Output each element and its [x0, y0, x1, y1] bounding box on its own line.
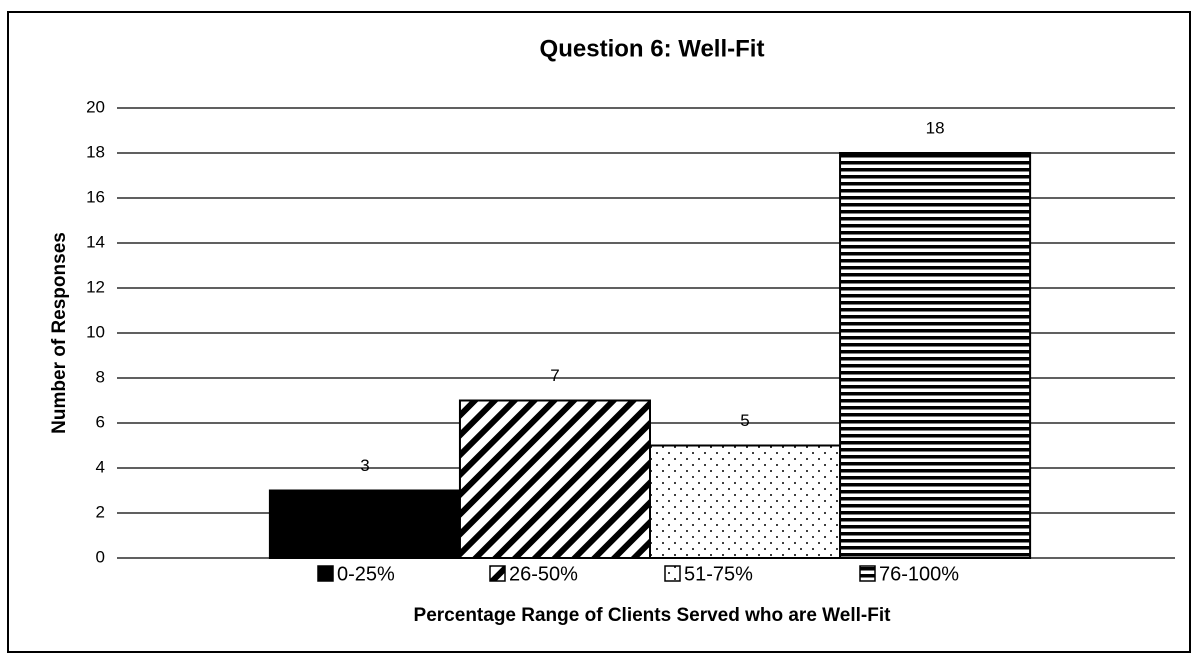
legend-label: 0-25% [337, 563, 395, 585]
bar [458, 399, 652, 559]
data-label: 5 [740, 411, 749, 430]
y-tick-label: 12 [86, 277, 105, 296]
y-tick-label: 18 [86, 142, 105, 161]
y-tick-label: 16 [86, 187, 105, 206]
y-tick-label: 14 [86, 232, 105, 251]
y-tick-label: 10 [86, 322, 105, 341]
y-tick-label: 8 [96, 367, 105, 386]
y-tick-label: 20 [86, 97, 105, 116]
bar [268, 489, 461, 559]
data-label: 3 [360, 456, 369, 475]
chart-border [7, 11, 1191, 653]
y-tick-label: 6 [96, 412, 105, 431]
legend-marker [859, 565, 876, 582]
x-axis-title: Percentage Range of Clients Served who a… [414, 605, 892, 626]
data-label: 7 [550, 366, 559, 385]
y-tick-label: 4 [96, 457, 105, 476]
legend-marker [317, 565, 334, 582]
y-axis-title: Number of Responses [49, 232, 70, 434]
legend-label: 26-50% [509, 563, 578, 585]
bar [839, 152, 1032, 559]
bar [649, 444, 842, 559]
legend-marker [664, 565, 681, 582]
y-tick-label: 2 [96, 502, 105, 521]
chart-title: Question 6: Well-Fit [540, 35, 765, 62]
y-tick-label: 0 [96, 547, 105, 566]
legend-marker [489, 565, 506, 582]
legend-label: 51-75% [684, 563, 753, 585]
legend-label: 76-100% [879, 563, 959, 585]
data-label: 18 [926, 118, 945, 137]
